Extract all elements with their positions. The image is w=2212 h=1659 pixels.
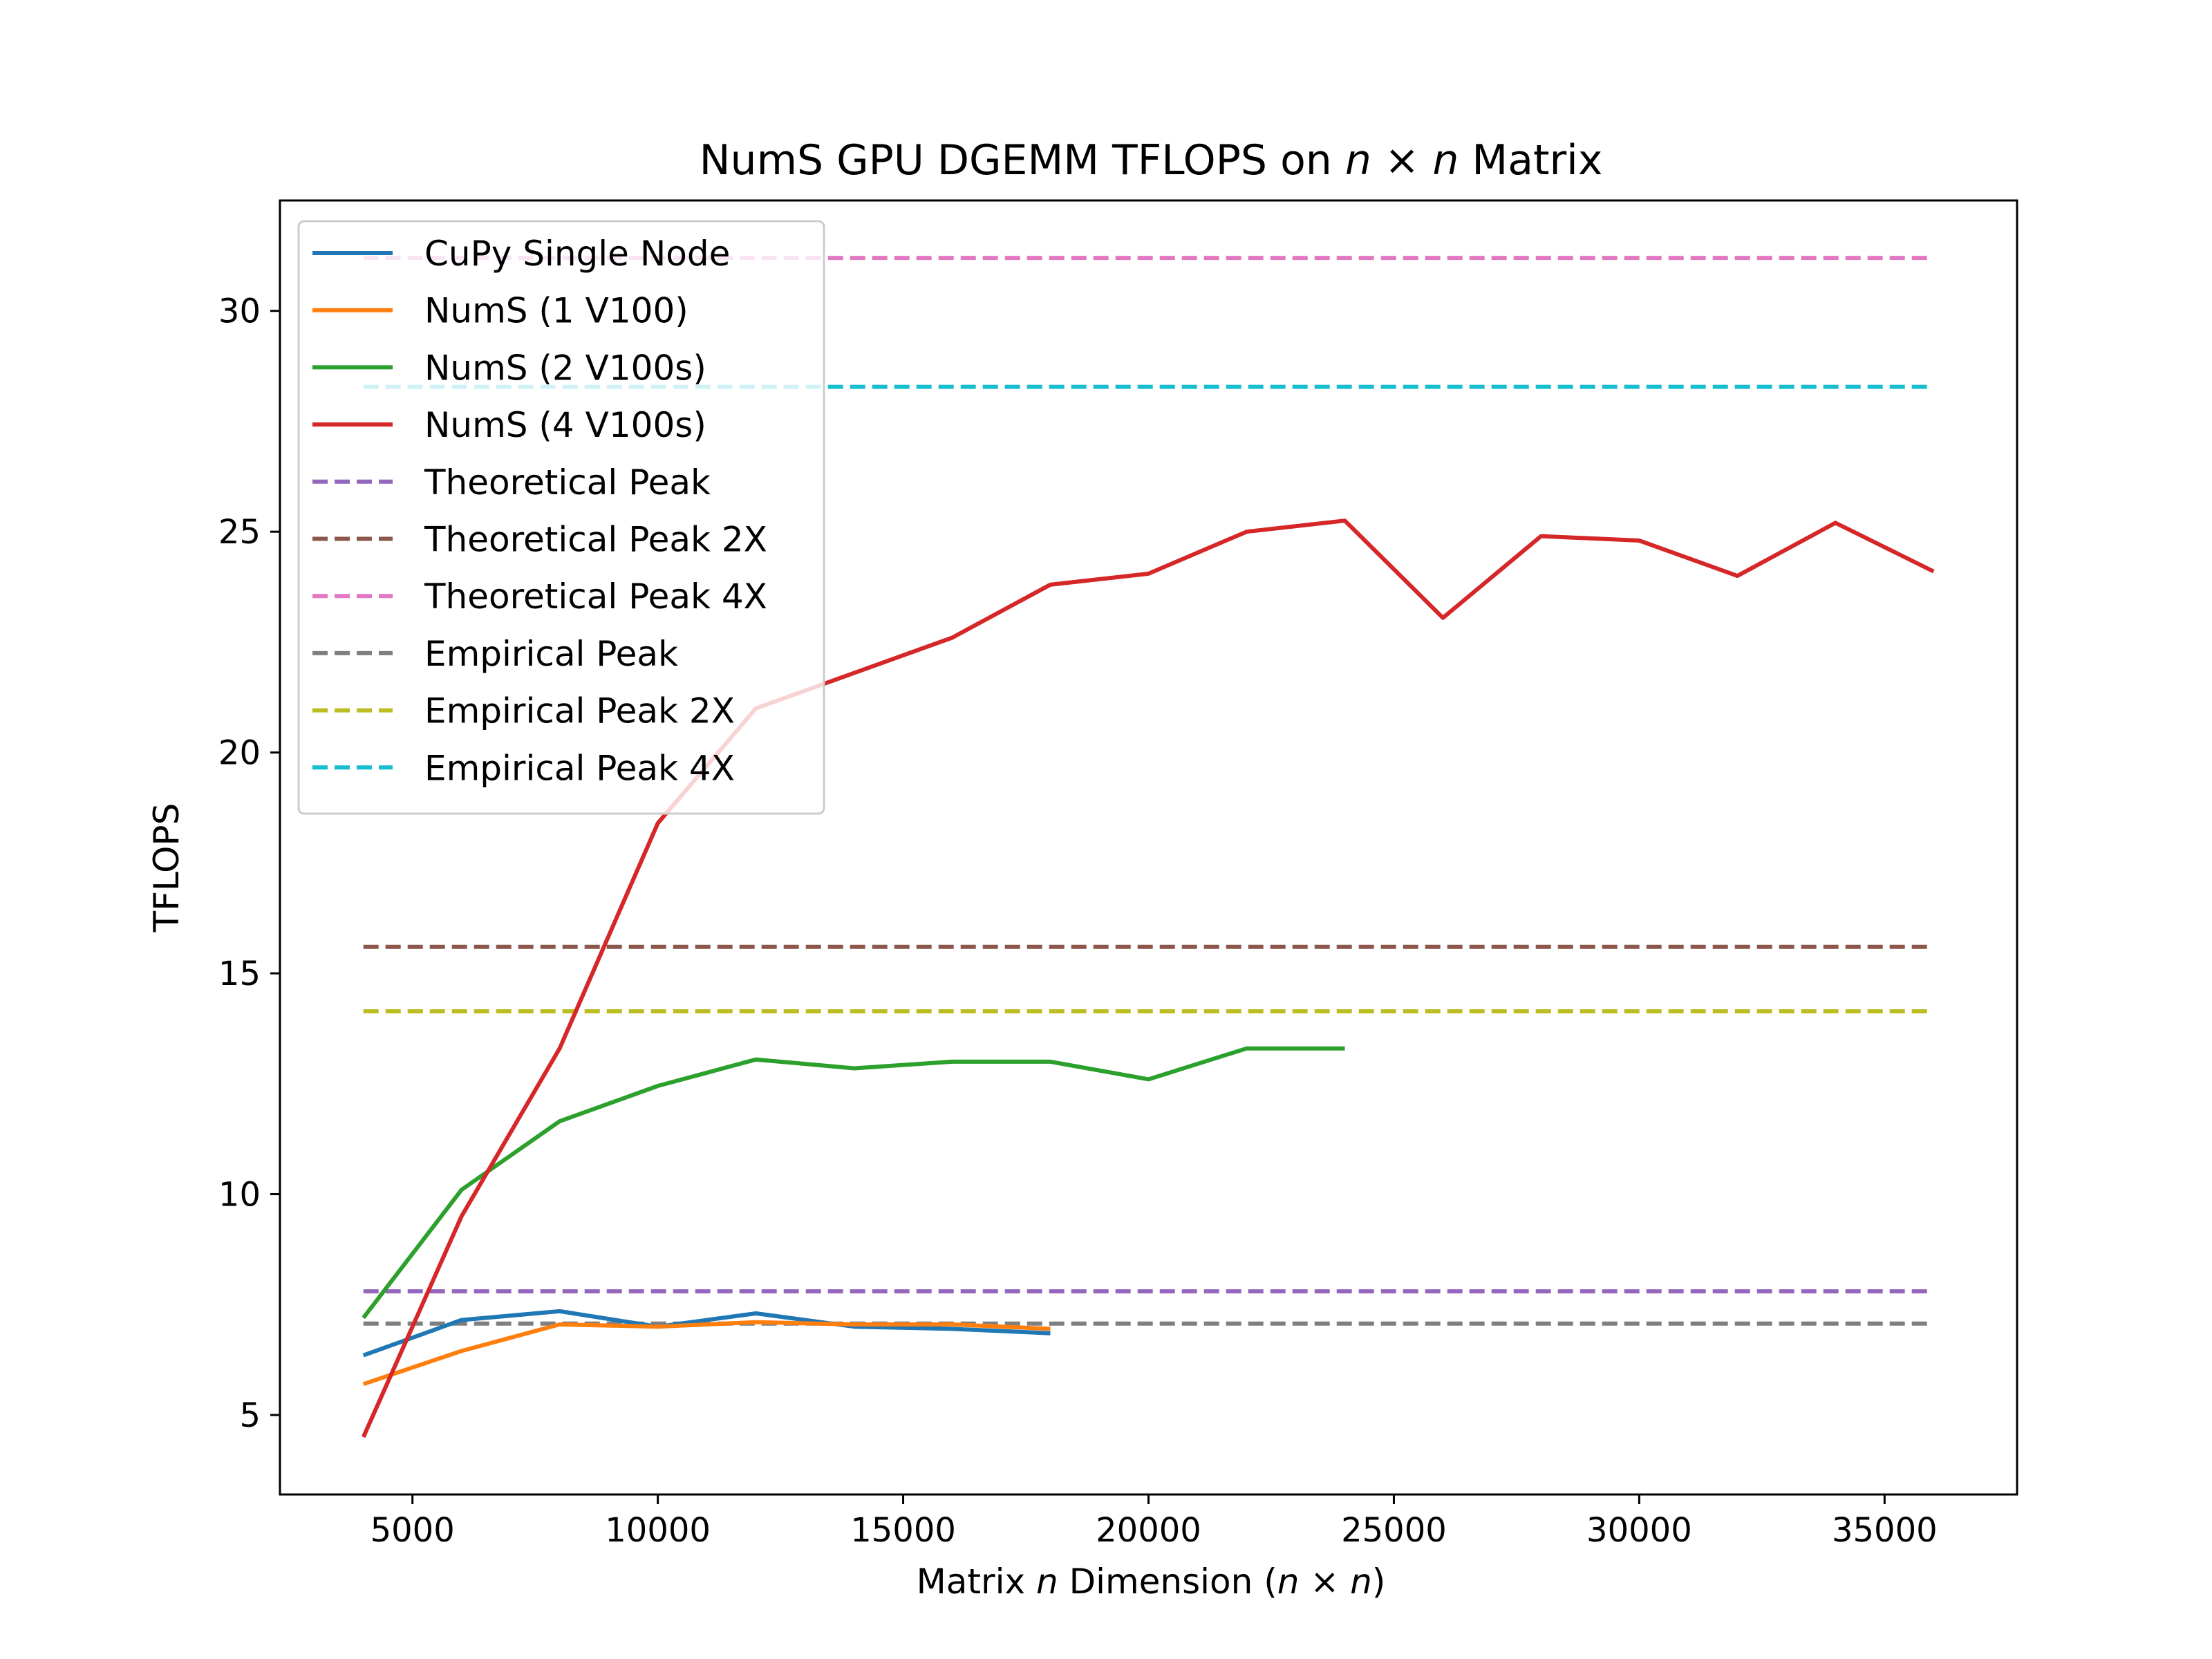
y-tick-label-2: 10 bbox=[218, 1176, 261, 1215]
y-tick-label-5: 25 bbox=[218, 513, 261, 552]
x-axis-label-times: × bbox=[1299, 1562, 1350, 1602]
series-line-4 bbox=[361, 518, 1935, 1438]
chart-title-suffix: Matrix bbox=[1459, 136, 1602, 185]
legend-label-7: Theoretical Peak 4X bbox=[424, 577, 767, 617]
series-line-3 bbox=[362, 1046, 1345, 1320]
chart-title: NumS GPU DGEMM TFLOPS on n × n Matrix bbox=[700, 136, 1603, 185]
x-axis-label-math-3: n bbox=[1350, 1562, 1372, 1602]
y-tick-label-1: 5 bbox=[239, 1396, 261, 1435]
x-axis-label-math-2: n bbox=[1277, 1562, 1300, 1602]
series-line-2 bbox=[362, 1320, 1051, 1387]
chart-title-times: × bbox=[1371, 136, 1432, 185]
series-line-1 bbox=[362, 1309, 1051, 1358]
x-tick-label-1: 5000 bbox=[371, 1511, 455, 1550]
x-tick-label-4: 20000 bbox=[1096, 1511, 1201, 1550]
legend-label-5: Theoretical Peak bbox=[424, 462, 711, 503]
legend-label-8: Empirical Peak bbox=[424, 634, 678, 674]
y-tick-label-4: 20 bbox=[218, 734, 261, 773]
chart-title-prefix: NumS GPU DGEMM TFLOPS on bbox=[700, 136, 1345, 185]
y-axis-label: TFLOPS bbox=[147, 803, 187, 933]
x-tick-label-3: 15000 bbox=[850, 1511, 956, 1550]
plot-area: 5000 10000 15000 20000 25000 30000 35000 5 10 15 2… bbox=[218, 199, 2018, 1550]
x-axis-label-mid: Dimension ( bbox=[1058, 1562, 1277, 1602]
legend-box bbox=[297, 220, 825, 815]
legend-label-9: Empirical Peak 2X bbox=[424, 691, 735, 731]
y-tick-label-6: 30 bbox=[218, 292, 261, 331]
legend-label-2: NumS (1 V100) bbox=[424, 291, 688, 331]
legend-label-1: CuPy Single Node bbox=[424, 234, 730, 274]
chart-title-math: n bbox=[1345, 136, 1371, 185]
y-tick-label-3: 15 bbox=[218, 955, 261, 993]
x-tick-label-2: 10000 bbox=[605, 1511, 711, 1550]
x-axis-label-math: n bbox=[1036, 1562, 1058, 1602]
x-axis-label: Matrix n Dimension (n × n) bbox=[917, 1562, 1386, 1602]
x-tick-label-5: 25000 bbox=[1341, 1511, 1447, 1550]
x-tick-label-7: 35000 bbox=[1832, 1511, 1938, 1550]
legend-label-10: Empirical Peak 4X bbox=[424, 748, 735, 788]
legend-label-4: NumS (4 V100s) bbox=[424, 405, 706, 445]
chart-title-math-2: n bbox=[1432, 136, 1459, 185]
x-tick-label-6: 30000 bbox=[1586, 1511, 1692, 1550]
legend-label-6: Theoretical Peak 2X bbox=[424, 520, 767, 560]
x-axis-label-prefix: Matrix bbox=[917, 1562, 1036, 1602]
legend-label-3: NumS (2 V100s) bbox=[424, 348, 706, 388]
legend: CuPy Single Node NumS (1 V100) NumS (2 V10… bbox=[297, 220, 825, 815]
x-axis-label-suffix: ) bbox=[1372, 1562, 1386, 1602]
